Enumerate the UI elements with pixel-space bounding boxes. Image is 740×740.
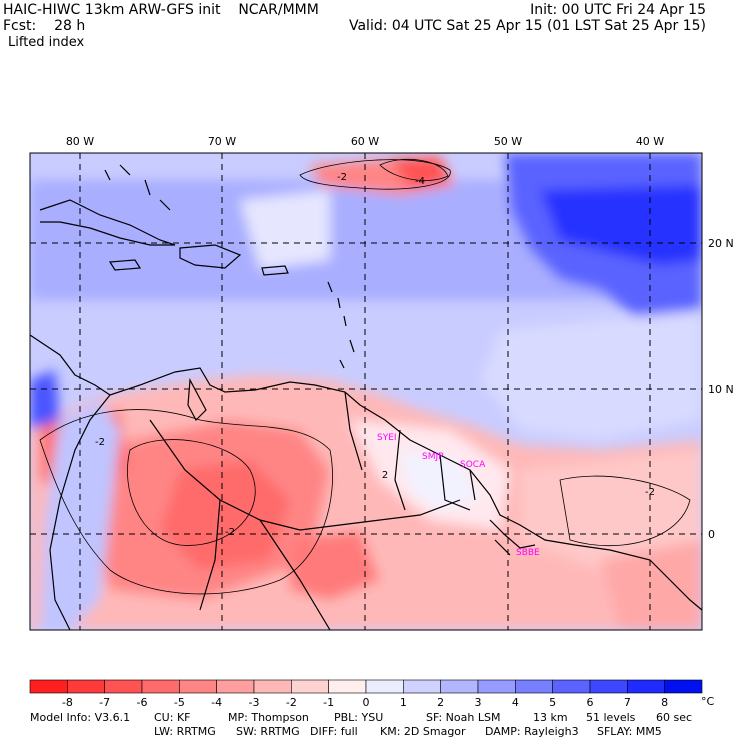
colorbar-tick-label: 4 — [512, 696, 519, 709]
colorbar-box — [365, 679, 404, 694]
contour-label: 2 — [382, 470, 388, 481]
header-org: NCAR/MMM — [238, 2, 319, 18]
colorbar-tick-label: 5 — [549, 696, 556, 709]
info-diff: DIFF: full — [310, 725, 358, 738]
colorbar-box — [104, 679, 143, 694]
lat-label-10n: 10 N — [708, 383, 734, 396]
colorbar-box — [664, 679, 703, 694]
colorbar-tick-label: -2 — [286, 696, 297, 709]
colorbar-tick-label: 2 — [437, 696, 444, 709]
lat-label-0: 0 — [708, 528, 715, 541]
model-info-row2: LW: RRTMG SW: RRTMG DIFF: full KM: 2D Sm… — [0, 725, 740, 738]
colorbar-tick-label: 7 — [624, 696, 631, 709]
colorbar-box — [627, 679, 665, 694]
info-damp: DAMP: Rayleigh3 — [485, 725, 579, 738]
colorbar-tick-label: -5 — [174, 696, 185, 709]
colorbar-unit: °C — [701, 695, 715, 708]
map-frame — [29, 152, 703, 631]
colorbar-box — [67, 679, 105, 694]
colorbar-box — [29, 679, 68, 694]
colorbar-tick-label: -3 — [249, 696, 260, 709]
colorbar-tick-label: -6 — [137, 696, 148, 709]
colorbar-ticks: -8 -7 -6 -5 -4 -3 -2 -1 0 1 2 3 4 5 6 7 8 — [62, 696, 668, 709]
contour-label: -2 — [645, 487, 655, 498]
stations: SYEI SMJP SOCA SBBE — [377, 433, 540, 558]
lon-label-40w: 40 W — [636, 135, 664, 148]
colorbar-box — [141, 679, 180, 694]
colorbar-box — [403, 679, 441, 694]
coastlines — [30, 164, 702, 630]
colorbar-tick-label: -4 — [211, 696, 222, 709]
model-info-row1: Model Info: V3.6.1 CU: KF MP: Thompson P… — [0, 711, 740, 724]
info-model: Model Info: V3.6.1 — [30, 711, 131, 724]
colorbar-tick-label: 3 — [475, 696, 482, 709]
header-model-line: HAIC-HIWC 13km ARW-GFS init NCAR/MMM — [3, 2, 319, 18]
colorbar-tick-label: 8 — [661, 696, 668, 709]
colorbar-tick-label: 6 — [587, 696, 594, 709]
header-fcst-value: 28 h — [54, 18, 86, 34]
station-sbbe: SBBE — [516, 548, 540, 558]
lon-label-80w: 80 W — [66, 135, 94, 148]
lon-label-50w: 50 W — [494, 135, 522, 148]
colorbar-box — [179, 679, 217, 694]
colorbar-box — [328, 679, 367, 694]
info-timestep: 60 sec — [656, 711, 693, 724]
header-fcst-label: Fcst: — [3, 18, 37, 34]
info-lw: LW: RRTMG — [154, 725, 216, 738]
colorbar-box — [253, 679, 292, 694]
info-pbl: PBL: YSU — [334, 711, 384, 724]
contour-label: -4 — [415, 176, 425, 187]
info-cu: CU: KF — [154, 711, 191, 724]
header-model: HAIC-HIWC 13km ARW-GFS init — [3, 2, 221, 18]
colorbar-tick-label: -8 — [62, 696, 73, 709]
lat-label-20n: 20 N — [708, 237, 734, 250]
station-smjp: SMJP — [422, 452, 444, 462]
colorbar-box — [216, 679, 255, 694]
field-shading — [30, 153, 702, 630]
colorbar-box — [589, 679, 628, 694]
station-syei: SYEI — [377, 433, 397, 443]
colorbar-boxes — [29, 679, 703, 694]
header-forecast-line: Fcst: 28 h — [3, 18, 85, 34]
lon-labels: 80 W 70 W 60 W 50 W 40 W — [66, 135, 664, 148]
colorbar-box — [477, 679, 516, 694]
contour-label: -2 — [337, 172, 347, 183]
grid-lines — [30, 153, 702, 630]
lon-label-60w: 60 W — [351, 135, 379, 148]
header-init: Init: 00 UTC Fri 24 Apr 15 — [530, 2, 706, 18]
header-valid: Valid: 04 UTC Sat 25 Apr 15 (01 LST Sat … — [348, 18, 706, 34]
info-sflay: SFLAY: MM5 — [597, 725, 662, 738]
contour-label: -2 — [95, 437, 105, 448]
lat-labels: 20 N 10 N 0 — [708, 237, 734, 541]
contour-labels: -2 -4 -2 2 -2 -2 — [95, 172, 655, 538]
colorbar-tick-label: 1 — [400, 696, 407, 709]
info-sf: SF: Noah LSM — [426, 711, 501, 724]
info-sw: SW: RRTMG — [236, 725, 300, 738]
info-mp: MP: Thompson — [228, 711, 309, 724]
colorbar-tick-label: -1 — [323, 696, 334, 709]
colorbar-tick-label: 0 — [363, 696, 370, 709]
info-levels: 51 levels — [586, 711, 636, 724]
colorbar-box — [440, 679, 479, 694]
field-name: Lifted index — [8, 35, 85, 50]
info-resolution: 13 km — [533, 711, 568, 724]
colorbar-tick-label: -7 — [99, 696, 110, 709]
lon-label-70w: 70 W — [208, 135, 236, 148]
info-km: KM: 2D Smagor — [380, 725, 466, 738]
contour-label: -2 — [225, 527, 235, 538]
colorbar-box — [291, 679, 329, 694]
colorbar-box — [515, 679, 553, 694]
colorbar-box — [552, 679, 591, 694]
station-soca: SOCA — [460, 460, 486, 470]
contours — [39, 158, 691, 595]
